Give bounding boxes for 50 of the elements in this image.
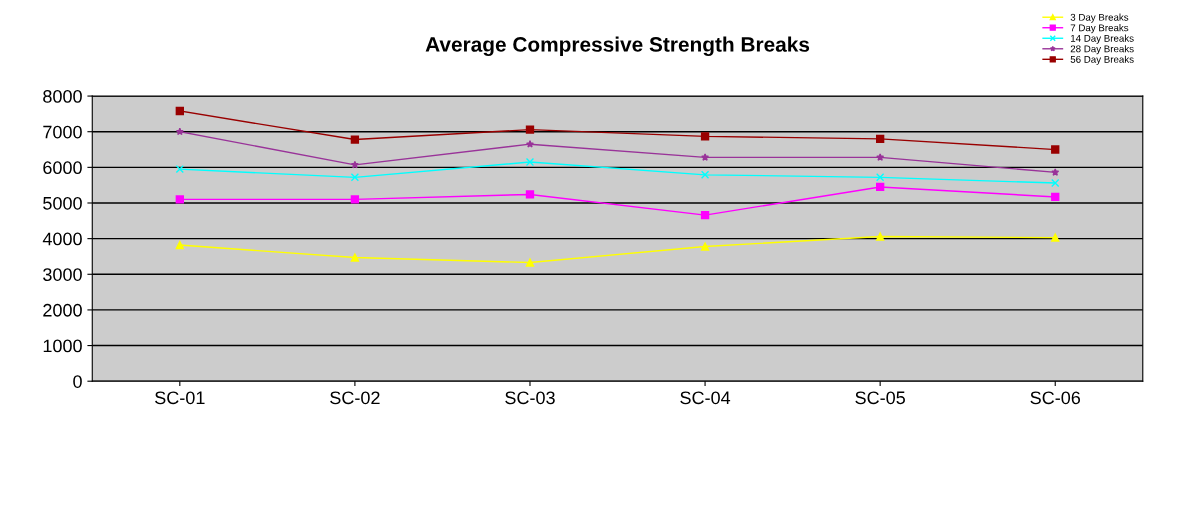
legend-label: 3 Day Breaks <box>1070 13 1129 23</box>
y-tick-label: 5000 <box>43 196 82 210</box>
legend-label: 28 Day Breaks <box>1070 45 1134 55</box>
point <box>1051 178 1060 188</box>
y-tick-label: 7000 <box>43 125 82 139</box>
chart-title: Average Compressive Strength Breaks <box>425 36 810 57</box>
y-tick-label: 6000 <box>43 161 82 175</box>
y-tick-label: 2000 <box>43 303 82 317</box>
point <box>525 258 535 267</box>
point <box>1051 192 1060 202</box>
point <box>350 160 359 169</box>
point <box>700 132 710 141</box>
point <box>175 240 184 250</box>
point <box>175 127 184 136</box>
x-tick-label: SC-01 <box>155 391 205 405</box>
point <box>701 153 710 161</box>
y-tick-label: 0 <box>73 375 82 388</box>
point <box>1051 233 1060 242</box>
y-tick-label: 3000 <box>43 268 82 281</box>
point <box>350 173 360 182</box>
y-tick-label: 4000 <box>42 232 82 246</box>
y-tick-label: 1000 <box>43 339 82 353</box>
point <box>525 140 534 148</box>
point <box>700 242 710 251</box>
point <box>350 195 360 204</box>
point <box>525 190 535 199</box>
legend-label: 56 Day Breaks <box>1070 55 1134 65</box>
point <box>875 182 885 192</box>
point <box>175 106 184 116</box>
point <box>1051 145 1060 154</box>
x-tick-label: SC-04 <box>680 391 731 405</box>
legend-label: 14 Day Breaks <box>1071 34 1134 44</box>
point <box>350 135 360 144</box>
x-tick-label: SC-03 <box>505 391 555 405</box>
legend-label: 7 Day Breaks <box>1070 24 1129 34</box>
point <box>700 210 710 220</box>
y-tick-label: 8000 <box>43 90 82 103</box>
point <box>525 157 535 167</box>
point <box>350 253 360 262</box>
point <box>700 170 710 180</box>
point <box>875 173 885 182</box>
point <box>875 134 885 144</box>
point <box>175 164 184 174</box>
x-tick-label: SC-06 <box>1030 391 1081 405</box>
point <box>875 232 885 241</box>
x-tick-label: SC-05 <box>855 391 905 405</box>
point <box>876 153 885 161</box>
point <box>525 125 535 134</box>
point <box>175 195 184 204</box>
x-tick-label: SC-02 <box>330 391 380 405</box>
